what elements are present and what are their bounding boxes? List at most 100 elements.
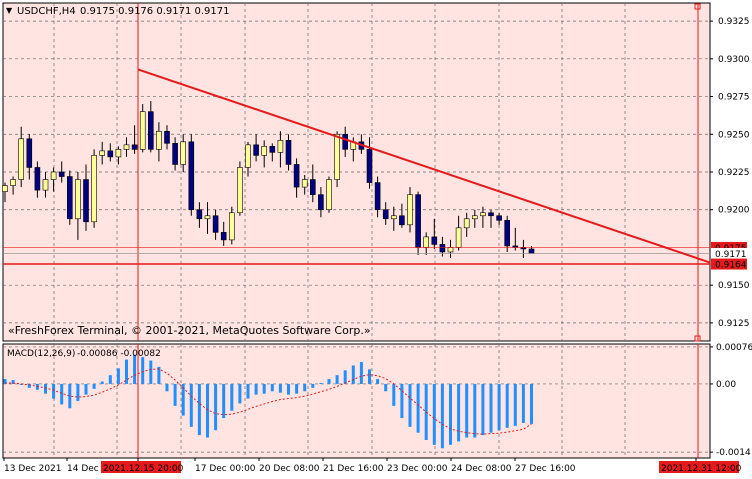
macd-histogram — [3, 354, 533, 449]
macd-bar — [319, 382, 323, 384]
macd-bar — [68, 383, 72, 409]
macd-bar — [416, 383, 420, 433]
macd-bar — [84, 383, 88, 395]
macd-bar — [505, 383, 509, 428]
macd-bar — [100, 381, 104, 384]
candle-body — [488, 212, 494, 217]
candle-body — [326, 179, 332, 211]
candle-body — [334, 133, 340, 180]
macd-bar — [60, 383, 64, 405]
level-price-tag: 0.9164 — [715, 261, 747, 271]
macd-bar — [311, 383, 315, 388]
macd-bar — [457, 383, 461, 442]
price-axis: 0.9325 0.9300 0.9275 0.9250 0.9225 0.9200 0.91… — [710, 17, 750, 329]
candle-body — [107, 150, 114, 158]
macd-bar — [278, 383, 282, 393]
candle-body — [318, 194, 324, 211]
candles — [2, 101, 535, 259]
candle-body — [309, 179, 316, 195]
macd-tick-label: 0.00 — [716, 380, 736, 390]
time-tick-label: 27 Dec 16:00 — [515, 464, 576, 474]
macd-bar — [230, 383, 234, 411]
candle-body — [366, 149, 373, 183]
macd-bar — [368, 369, 371, 384]
candle-body — [67, 176, 73, 220]
candle-body — [148, 111, 154, 150]
time-tick-label: 2021.12.31 12:00 — [661, 464, 742, 474]
time-tick-label: 13 Dec 2021 — [4, 464, 62, 474]
macd-bar — [287, 383, 290, 395]
macd-bar — [52, 383, 56, 399]
dropdown-arrow-icon[interactable]: ▼ — [6, 6, 13, 15]
candle-body — [423, 236, 430, 248]
candle-body — [253, 144, 259, 156]
time-tick-label: 17 Dec 00:00 — [195, 464, 256, 474]
macd-bar — [513, 383, 517, 426]
candle-body — [204, 215, 211, 220]
candle-body — [277, 140, 284, 153]
candle-body — [18, 138, 25, 180]
macd-bar — [108, 375, 112, 384]
price-tick-label: 0.9200 — [718, 206, 750, 216]
macd-bar — [521, 383, 525, 423]
candle-body — [229, 212, 235, 241]
candle-body — [415, 194, 421, 248]
time-tick-label: 21 Dec 16:00 — [323, 464, 384, 474]
macd-bar — [157, 366, 161, 384]
candle-body — [463, 218, 470, 229]
macd-tick-label: -0.0014 — [716, 448, 751, 458]
candle-body — [99, 150, 105, 156]
candle-body — [75, 179, 81, 220]
candle-body — [261, 146, 268, 156]
candle-body — [26, 138, 33, 168]
price-tick-label: 0.9325 — [718, 17, 750, 27]
macd-indicator-label: MACD(12,26,9) — [7, 349, 75, 359]
macd-bar — [392, 383, 396, 406]
macd-bar — [449, 383, 452, 445]
macd-bar — [295, 383, 299, 394]
macd-bar — [141, 357, 145, 384]
candle-body — [245, 144, 251, 168]
candle-body — [269, 146, 276, 153]
macd-bar — [246, 383, 250, 399]
candle-body — [439, 244, 446, 253]
macd-bar — [262, 383, 266, 394]
macd-axis: 0.00076 0.00 -0.0014 — [710, 343, 752, 458]
candle-body — [496, 215, 502, 221]
candle-body — [528, 248, 535, 254]
copyright-text: «FreshForex Terminal, © 2001-2021, MetaQ… — [8, 324, 371, 337]
macd-bar — [44, 383, 47, 394]
candle-body — [285, 140, 292, 165]
macd-bar — [481, 383, 485, 436]
candle-body — [220, 232, 227, 241]
macd-bar — [424, 383, 428, 440]
macd-bar — [465, 383, 469, 438]
marker-lines — [137, 3, 701, 458]
candle-body — [115, 149, 122, 158]
level-price-tag-bg — [711, 258, 747, 270]
marker-handle — [694, 3, 701, 10]
macd-bar — [222, 383, 226, 419]
candle-body — [123, 144, 130, 150]
candle-body — [382, 209, 389, 220]
macd-bar — [133, 354, 137, 384]
candle-body — [91, 155, 97, 223]
candle-body — [42, 179, 49, 191]
price-tick-label: 0.9225 — [718, 168, 750, 178]
macd-panel[interactable] — [2, 343, 711, 459]
macd-bar — [92, 383, 96, 389]
macd-bar — [76, 383, 80, 401]
price-tick-label: 0.9275 — [718, 93, 750, 103]
candle-body — [342, 133, 349, 150]
macd-bar — [359, 362, 363, 384]
time-tick-label: 2021.12.15 20:00 — [103, 464, 184, 474]
macd-bar — [384, 383, 388, 392]
candle-body — [131, 144, 138, 150]
macd-bar — [351, 365, 355, 384]
candle-body — [390, 215, 397, 220]
candle-body — [431, 236, 438, 245]
symbol-label: USDCHF,H4 — [17, 6, 76, 17]
time-tick-label: 24 Dec 08:00 — [451, 464, 512, 474]
